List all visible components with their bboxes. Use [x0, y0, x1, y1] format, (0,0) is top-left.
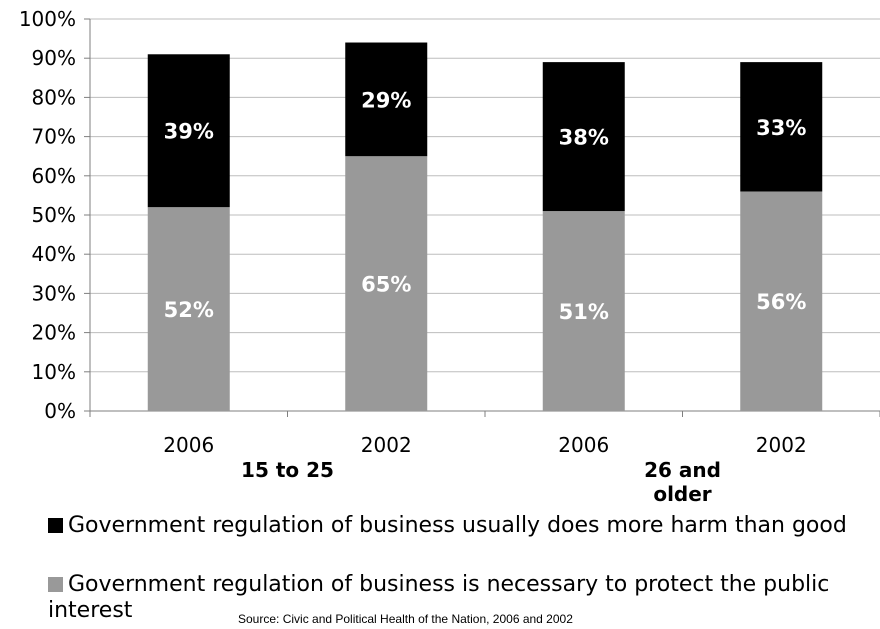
y-tick-label: 20% — [32, 321, 76, 345]
group-label: 15 to 25 — [241, 458, 334, 482]
x-tick-label: 2006 — [558, 433, 609, 457]
legend-item-harm: Government regulation of business usuall… — [48, 513, 847, 539]
y-tick-label: 0% — [44, 399, 76, 423]
x-tick-label: 2006 — [163, 433, 214, 457]
x-tick-label: 2002 — [756, 433, 807, 457]
y-tick-label: 60% — [32, 164, 76, 188]
bar-segment-harm — [147, 54, 230, 208]
bar-segment-necessary — [740, 191, 823, 411]
data-label: 65% — [361, 273, 411, 297]
data-label: 38% — [559, 126, 609, 150]
y-tick-label: 10% — [32, 360, 76, 384]
y-tick-label: 30% — [32, 281, 76, 305]
data-label: 39% — [164, 120, 214, 144]
bar-segment-necessary — [345, 156, 428, 411]
y-tick-label: 100% — [19, 7, 76, 31]
y-tick-label: 80% — [32, 85, 76, 109]
data-label: 51% — [559, 300, 609, 324]
y-tick-label: 40% — [32, 242, 76, 266]
y-tick-label: 70% — [32, 125, 76, 149]
legend-label-harm: Government regulation of business usuall… — [68, 513, 847, 538]
bar-segment-harm — [740, 62, 823, 192]
legend-swatch-gray — [48, 577, 63, 592]
legend-item-necessary: Government regulation of business is nec… — [48, 572, 868, 624]
bars — [147, 42, 823, 411]
data-label: 56% — [756, 290, 806, 314]
x-tick-label: 2002 — [361, 433, 412, 457]
bar-segment-harm — [542, 62, 625, 212]
bar-segment-harm — [345, 42, 428, 157]
data-labels: 52% 39% 65% 29% 51% 38% 56% 33% — [164, 88, 807, 324]
bar-segment-necessary — [542, 211, 625, 411]
legend-swatch-black — [48, 518, 63, 533]
y-tick-label: 90% — [32, 46, 76, 70]
y-tick-label: 50% — [32, 203, 76, 227]
group-label-line: 15 to 25 — [241, 458, 334, 482]
data-label: 52% — [164, 298, 214, 322]
legend-label-necessary: Government regulation of business is nec… — [48, 572, 830, 623]
data-label: 33% — [756, 116, 806, 140]
source-note: Source: Civic and Political Health of th… — [238, 612, 573, 626]
data-label: 29% — [361, 88, 411, 112]
stacked-bar-chart: 0% 10% 20% 30% 40% 50% 60% 70% 80% 90% 100% 2006 200… — [19, 7, 880, 506]
bar-segment-necessary — [147, 207, 230, 411]
group-label-line: 26 and — [644, 458, 721, 482]
axes: 0% 10% 20% 30% 40% 50% 60% 70% 80% 90% 100% 2006 200… — [19, 7, 880, 506]
group-label-line: older — [653, 482, 711, 506]
group-label: 26 and older — [644, 458, 721, 506]
